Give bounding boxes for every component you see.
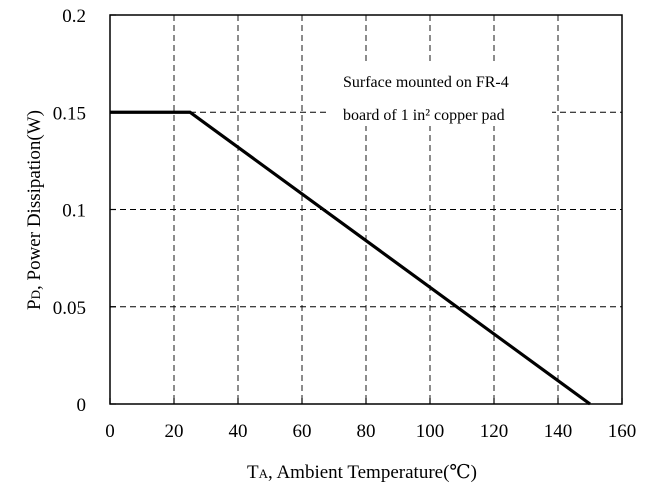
y-tick-label: 0.05 <box>53 298 86 319</box>
x-tick-label: 0 <box>105 421 115 442</box>
annotation-line-1: Surface mounted on FR-4 <box>343 74 509 91</box>
y-tick-label: 0.1 <box>62 201 86 222</box>
y-axis-title: PD, Power Dissipation(W) <box>24 110 45 310</box>
annotation: Surface mounted on FR-4 board of 1 in² c… <box>330 62 552 126</box>
x-tick-label: 120 <box>480 421 509 442</box>
derating-curve <box>110 110 591 406</box>
y-tick-label: 0.2 <box>62 6 86 27</box>
x-axis-title: TA, Ambient Temperature(℃) <box>247 462 477 483</box>
x-tick-label: 80 <box>357 421 376 442</box>
x-tick-label: 60 <box>293 421 312 442</box>
x-tick-label: 40 <box>229 421 248 442</box>
y-tick-label: 0 <box>77 395 87 416</box>
x-tick-label: 160 <box>608 421 637 442</box>
annotation-line-2: board of 1 in² copper pad <box>343 107 505 124</box>
series-layer <box>110 110 591 406</box>
x-tick-label: 140 <box>544 421 573 442</box>
x-tick-label: 20 <box>165 421 184 442</box>
x-tick-label: 100 <box>416 421 445 442</box>
x-axis-ticks: 0 20 40 60 80 100 120 140 160 <box>105 398 636 442</box>
y-tick-label: 0.15 <box>53 103 86 124</box>
annotation-bg <box>330 62 552 126</box>
y-axis-ticks: 0 0.05 0.1 0.15 0.2 <box>53 6 116 416</box>
